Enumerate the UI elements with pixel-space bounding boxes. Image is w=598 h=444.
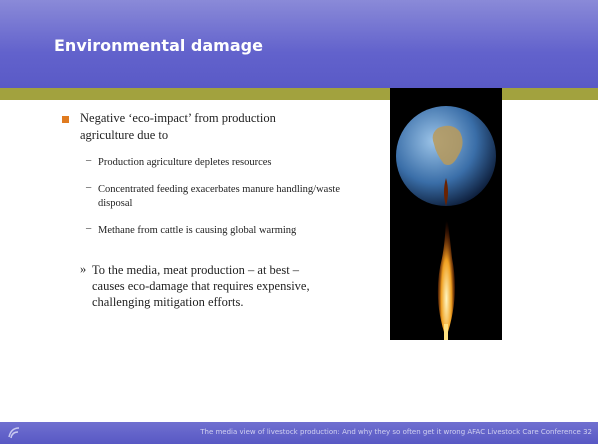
dash: –: [86, 182, 91, 193]
slide-title: Environmental damage: [54, 36, 263, 55]
dash: –: [86, 155, 91, 166]
slide: Environmental damage Negative ‘eco-impac…: [0, 0, 598, 444]
footer-text: The media view of livestock production: …: [200, 428, 592, 436]
sub-bullet: Production agriculture depletes resource…: [98, 156, 343, 170]
conclusion: To the media, meat production – at best …: [92, 262, 332, 310]
accent-band: [0, 88, 598, 100]
raquo: »: [80, 262, 86, 277]
bullet-text: Negative ‘eco-impact’ from production ag…: [80, 110, 330, 144]
sub-bullet: Methane from cattle is causing global wa…: [98, 224, 343, 238]
bullet-marker: [62, 116, 69, 123]
sub-bullet: Concentrated feeding exacerbates manure …: [98, 183, 343, 211]
dash: –: [86, 223, 91, 234]
logo-icon: [6, 425, 22, 441]
globe-image: [390, 88, 502, 340]
